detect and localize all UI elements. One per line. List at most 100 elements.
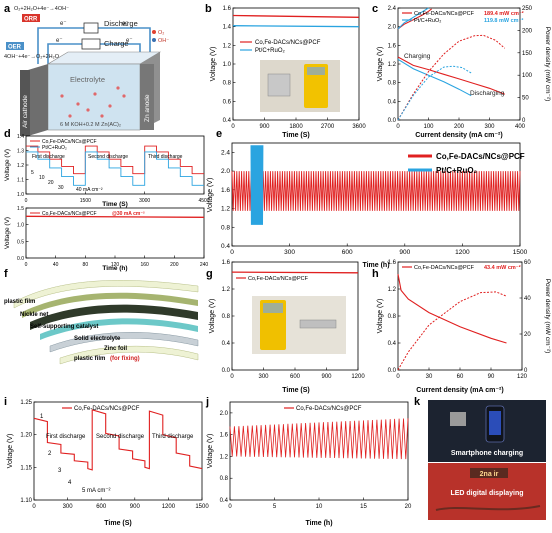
y-tick-label-d-top-4: 1.4 [17, 134, 24, 140]
panel-letter-j: j [205, 396, 209, 408]
x-tick-label-i-4: 1200 [162, 504, 176, 510]
x-tick-label-j-3: 15 [360, 504, 367, 510]
oh-label: OH⁻ [158, 38, 169, 44]
y-tick-label-c-1: 0.4 [388, 99, 397, 105]
x-tick-label-h-0: 0 [396, 374, 400, 380]
y-tick-label-j-3: 1.6 [220, 433, 229, 439]
y-axis-label-d-bottom: Voltage (V) [4, 217, 11, 249]
y-axis-label-e: Voltage (V) [207, 178, 214, 213]
step-i-4: 4 [68, 480, 72, 486]
y-axis-label-j: Voltage (V) [207, 434, 214, 469]
y-tick-label-j-4: 2.0 [220, 411, 229, 417]
layer-label-5: Zinc foil [104, 346, 127, 352]
y2-tick-label-c-1: 50 [522, 96, 529, 102]
y-tick-label-h-0: 0.0 [388, 368, 397, 374]
y-tick-label-i-2: 1.20 [20, 433, 32, 439]
layer-label-2: Nickle net [20, 312, 48, 318]
x-tick-label-d-bottom-5: 200 [170, 262, 179, 268]
y2-tick-label-c-3: 150 [522, 51, 533, 57]
y-tick-label-c-0: 0.0 [388, 118, 397, 124]
y-tick-label-i-3: 1.25 [20, 400, 32, 406]
oer-label: OER [8, 45, 22, 51]
series-line-c-1 [397, 7, 429, 30]
panel-c: c 0 100 200 300 400 0.0 0.4 0.8 1.2 1.6 2.0 2.4 0 50 1… [372, 3, 551, 139]
oh-icon [152, 38, 156, 42]
x-tick-label-i-1: 300 [63, 504, 74, 510]
y2-axis-label-h: Power density (mW cm⁻²) [544, 279, 551, 354]
legend-h: Co,Fe-DACs/NCs@PCF [414, 265, 475, 271]
battery-pack-icon [267, 73, 291, 97]
axes-frame-e [231, 142, 521, 247]
y-tick-label-b-2: 0.8 [223, 81, 232, 87]
smartphone-screen [489, 411, 501, 435]
x-tick-label-d-bottom-0: 0 [25, 262, 28, 268]
y-tick-label-c-2: 0.8 [388, 81, 397, 87]
x-tick-label-b-1: 900 [259, 124, 270, 130]
y-tick-label-d-bottom-3: 1.5 [17, 206, 24, 212]
second-discharge-i: Second discharge [96, 434, 145, 440]
x-tick-label-g-0: 0 [230, 374, 234, 380]
electron-label-3: e⁻ [56, 38, 63, 44]
step-i-1: 1 [40, 414, 44, 420]
electrolyte-label: Electrolyte [70, 75, 105, 84]
y-tick-label-h-3: 1.2 [388, 287, 397, 293]
y2-axis-label-c: Power density (mW cm⁻²) [544, 27, 551, 102]
x-tick-label-i-2: 600 [96, 504, 107, 510]
x-tick-label-g-4: 1200 [351, 374, 365, 380]
x-axis-label-d-bottom: Time (h) [102, 265, 127, 272]
y-tick-label-e-5: 2.4 [221, 149, 230, 156]
led-display-text: 2na ir [480, 471, 499, 478]
y-tick-label-b-1: 0.6 [223, 99, 232, 105]
y2-tick-label-h-0: 0 [524, 368, 528, 374]
x-axis-label-b: Time (S) [282, 132, 310, 139]
legend-c-2: Pt/C+RuO₂ [414, 18, 441, 24]
y-axis-label-h: Voltage (V) [377, 299, 384, 334]
y2-tick-label-h-1: 20 [524, 332, 531, 338]
series-line-c-2 [397, 56, 506, 95]
legend-i: Co,Fe-DACs/NCs@PCF [74, 406, 140, 412]
orr-equation: O₂+2H₂O+4e⁻→4OH⁻ [14, 6, 69, 12]
layer-catalyst [30, 304, 198, 330]
led-caption: LED digital displaying [450, 490, 523, 497]
x-tick-label-b-4: 3600 [352, 124, 366, 130]
legend-g: Co,Fe-DACs/NCs@PCF [248, 276, 309, 282]
o2-icon [152, 30, 156, 34]
step-d-3: 20 [48, 180, 54, 186]
x-tick-label-e-0: 0 [230, 249, 234, 256]
orr-badge [22, 14, 40, 22]
step-d-1: 5 [31, 170, 34, 176]
y-tick-label-e-1: 0.8 [221, 224, 230, 231]
led-display-icon [470, 468, 508, 478]
series-line-h-0 [397, 273, 507, 344]
x-tick-label-e-4: 1200 [455, 249, 470, 256]
y-axis-label-c: Voltage (V) [377, 47, 384, 82]
x-axis-label-j: Time (h) [305, 520, 332, 527]
discharge-label: Discharge [104, 19, 138, 28]
y-tick-label-h-4: 1.6 [388, 260, 397, 266]
current-label-d: 40 mA cm⁻² [76, 187, 103, 193]
x-tick-label-h-2: 60 [457, 374, 464, 380]
air-cathode [20, 70, 30, 136]
x-axis-label-e: Time (h) [362, 262, 389, 269]
phone-caption: Smartphone charging [451, 450, 523, 457]
y-tick-label-b-3: 1.0 [223, 62, 232, 68]
x-tick-label-d-bottom-1: 40 [53, 262, 59, 268]
orr-label: ORR [24, 17, 38, 23]
charge-label: Charge [104, 39, 129, 48]
y-axis-label-i: Voltage (V) [7, 434, 14, 469]
y2-tick-label-h-2: 40 [524, 296, 531, 302]
series-line-c-5 [397, 65, 472, 121]
x-tick-label-j-1: 5 [273, 504, 277, 510]
axes-frame-c [397, 7, 521, 121]
panel-letter-f: f [4, 268, 8, 280]
panel-d: d 0 1500 3000 4500 1.0 1.1 1.2 1.3 1.4 0 40 80 120 1… [4, 128, 210, 272]
for-fixing-label: (for fixing) [110, 356, 140, 362]
legend-j: Co,Fe-DACs/NCs@PCF [296, 406, 362, 412]
y-tick-label-j-2: 1.2 [220, 454, 229, 460]
panel-letter-i: i [4, 396, 7, 408]
x-tick-label-b-3: 2700 [321, 124, 335, 130]
x-tick-label-c-0: 0 [396, 124, 400, 130]
series-line-c-3 [397, 58, 472, 97]
y-tick-label-h-2: 0.8 [388, 314, 397, 320]
